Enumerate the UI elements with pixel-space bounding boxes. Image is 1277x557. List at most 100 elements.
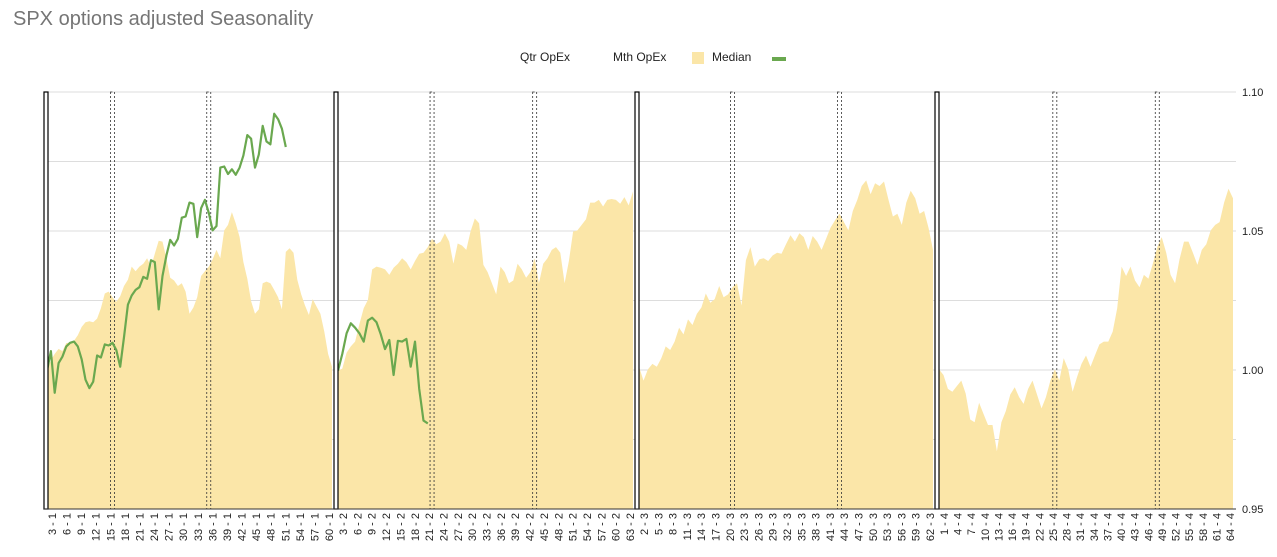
x-tick-label: 32 - 3 [782, 513, 794, 541]
x-tick-label: 28 - 4 [1062, 513, 1074, 541]
x-tick-label: 46 - 4 [1143, 513, 1155, 541]
x-tick-label: 17 - 3 [711, 513, 723, 541]
x-tick-label: 51 - 2 [568, 513, 580, 541]
mth-opex-line-q1-1 [110, 91, 115, 510]
x-tick-label: 47 - 3 [854, 513, 866, 541]
x-tick-label: 42 - 1 [237, 513, 249, 541]
x-tick-label: 4 - 4 [953, 513, 965, 535]
x-tick-label: 33 - 2 [482, 513, 494, 541]
x-tick-label: 36 - 1 [207, 513, 219, 541]
x-tick-label: 43 - 4 [1130, 513, 1142, 541]
x-tick-label: 55 - 4 [1184, 513, 1196, 541]
mth-opex-line-q4-1 [1052, 91, 1058, 510]
x-tick-label: 63 - 2 [625, 513, 637, 541]
mth-opex-line-q4-2 [1154, 91, 1160, 510]
x-tick-label: 57 - 2 [596, 513, 608, 541]
median-area-q1 [47, 212, 332, 509]
x-tick-label: 21 - 2 [424, 513, 436, 541]
x-tick-label: 6 - 2 [352, 513, 364, 535]
mth-opex-line-q2-1 [429, 91, 435, 510]
x-tick-label: 15 - 1 [105, 513, 117, 541]
x-tick-label: 8 - 3 [668, 513, 680, 535]
x-tick-label: 42 - 2 [525, 513, 537, 541]
x-tick-label: 53 - 3 [882, 513, 894, 541]
x-tick-label: 40 - 4 [1116, 513, 1128, 541]
median-area-q3 [639, 180, 933, 509]
x-tick-label: 59 - 3 [911, 513, 923, 541]
x-tick-label: 49 - 4 [1157, 513, 1169, 541]
x-tick-label: 15 - 2 [395, 513, 407, 541]
x-tick-label: 35 - 3 [796, 513, 808, 541]
mth-opex-line-q3-2 [837, 91, 842, 510]
mth-opex-line-q1-2 [206, 91, 212, 510]
mth-opex-line-q3-1 [730, 91, 735, 510]
x-tick-label: 39 - 2 [510, 513, 522, 541]
x-tick-label: 1 - 4 [939, 513, 951, 535]
x-tick-label: 57 - 1 [309, 513, 321, 541]
x-tick-label: 27 - 2 [453, 513, 465, 541]
x-tick-label: 13 - 4 [994, 513, 1006, 541]
x-tick-label: 9 - 1 [76, 513, 88, 535]
x-tick-label: 61 - 4 [1211, 513, 1223, 541]
x-tick-label: 34 - 4 [1089, 513, 1101, 541]
y-tick-label: 0.95 [1242, 504, 1263, 516]
x-tick-label: 31 - 4 [1075, 513, 1087, 541]
legend-mth-opex-label: Mth OpEx [613, 50, 667, 64]
legend-median-swatch [692, 52, 704, 64]
x-tick-label: 23 - 3 [739, 513, 751, 541]
x-tick-label: 18 - 1 [120, 513, 132, 541]
x-tick-label: 24 - 1 [149, 513, 161, 541]
x-tick-label: 45 - 1 [251, 513, 263, 541]
x-tick-label: 24 - 2 [438, 513, 450, 541]
x-tick-label: 50 - 3 [868, 513, 880, 541]
x-tick-label: 3 - 2 [338, 513, 350, 535]
x-tick-label: 12 - 2 [381, 513, 393, 541]
x-tick-label: 12 - 1 [91, 513, 103, 541]
x-tick-label: 5 - 3 [653, 513, 665, 535]
x-tick-label: 27 - 1 [164, 513, 176, 541]
y-tick-label: 1.05 [1242, 226, 1263, 238]
qtr-opex-line-3 [634, 91, 640, 510]
current-line-q1 [45, 112, 287, 394]
x-tick-label: 10 - 4 [980, 513, 992, 541]
x-tick-label: 45 - 2 [539, 513, 551, 541]
x-tick-label: 14 - 3 [696, 513, 708, 541]
chart-title: SPX options adjusted Seasonality [13, 8, 314, 30]
qtr-opex-line-1 [43, 91, 49, 510]
x-tick-label: 48 - 1 [266, 513, 278, 541]
x-tick-label: 22 - 4 [1034, 513, 1046, 541]
y-tick-label: 1.00 [1242, 365, 1263, 377]
x-tick-label: 21 - 1 [135, 513, 147, 541]
x-tick-label: 2 - 3 [639, 513, 651, 535]
x-tick-label: 54 - 1 [295, 513, 307, 541]
x-tick-label: 54 - 2 [582, 513, 594, 541]
x-tick-label: 9 - 2 [367, 513, 379, 535]
y-tick-label: 1.10 [1242, 87, 1263, 99]
x-tick-label: 19 - 4 [1021, 513, 1033, 541]
x-tick-label: 56 - 3 [896, 513, 908, 541]
median-area-q2 [338, 191, 633, 509]
x-tick-label: 25 - 4 [1048, 513, 1060, 541]
mth-opex-line-q2-2 [532, 91, 538, 510]
x-tick-label: 58 - 4 [1198, 513, 1210, 541]
legend: Qtr OpEx Mth OpEx Median [0, 50, 1277, 68]
x-tick-label: 37 - 4 [1102, 513, 1114, 541]
legend-qtr-opex-label: Qtr OpEx [520, 50, 571, 64]
current-line-q2 [336, 316, 429, 425]
x-tick-label: 38 - 3 [811, 513, 823, 541]
x-tick-label: 30 - 2 [467, 513, 479, 541]
legend-current-line-swatch [772, 57, 786, 61]
median-area-q4 [939, 188, 1233, 509]
x-tick-label: 18 - 2 [410, 513, 422, 541]
x-tick-label: 26 - 3 [753, 513, 765, 541]
x-tick-label: 52 - 4 [1171, 513, 1183, 541]
x-tick-label: 11 - 3 [682, 513, 694, 540]
x-tick-label: 48 - 2 [553, 513, 565, 541]
legend-median-label: Median [712, 50, 752, 64]
x-tick-label: 39 - 1 [222, 513, 234, 541]
x-tick-label: 60 - 2 [611, 513, 623, 541]
x-tick-label: 30 - 1 [178, 513, 190, 541]
qtr-opex-line-4 [934, 91, 940, 510]
x-tick-label: 6 - 1 [62, 513, 74, 535]
